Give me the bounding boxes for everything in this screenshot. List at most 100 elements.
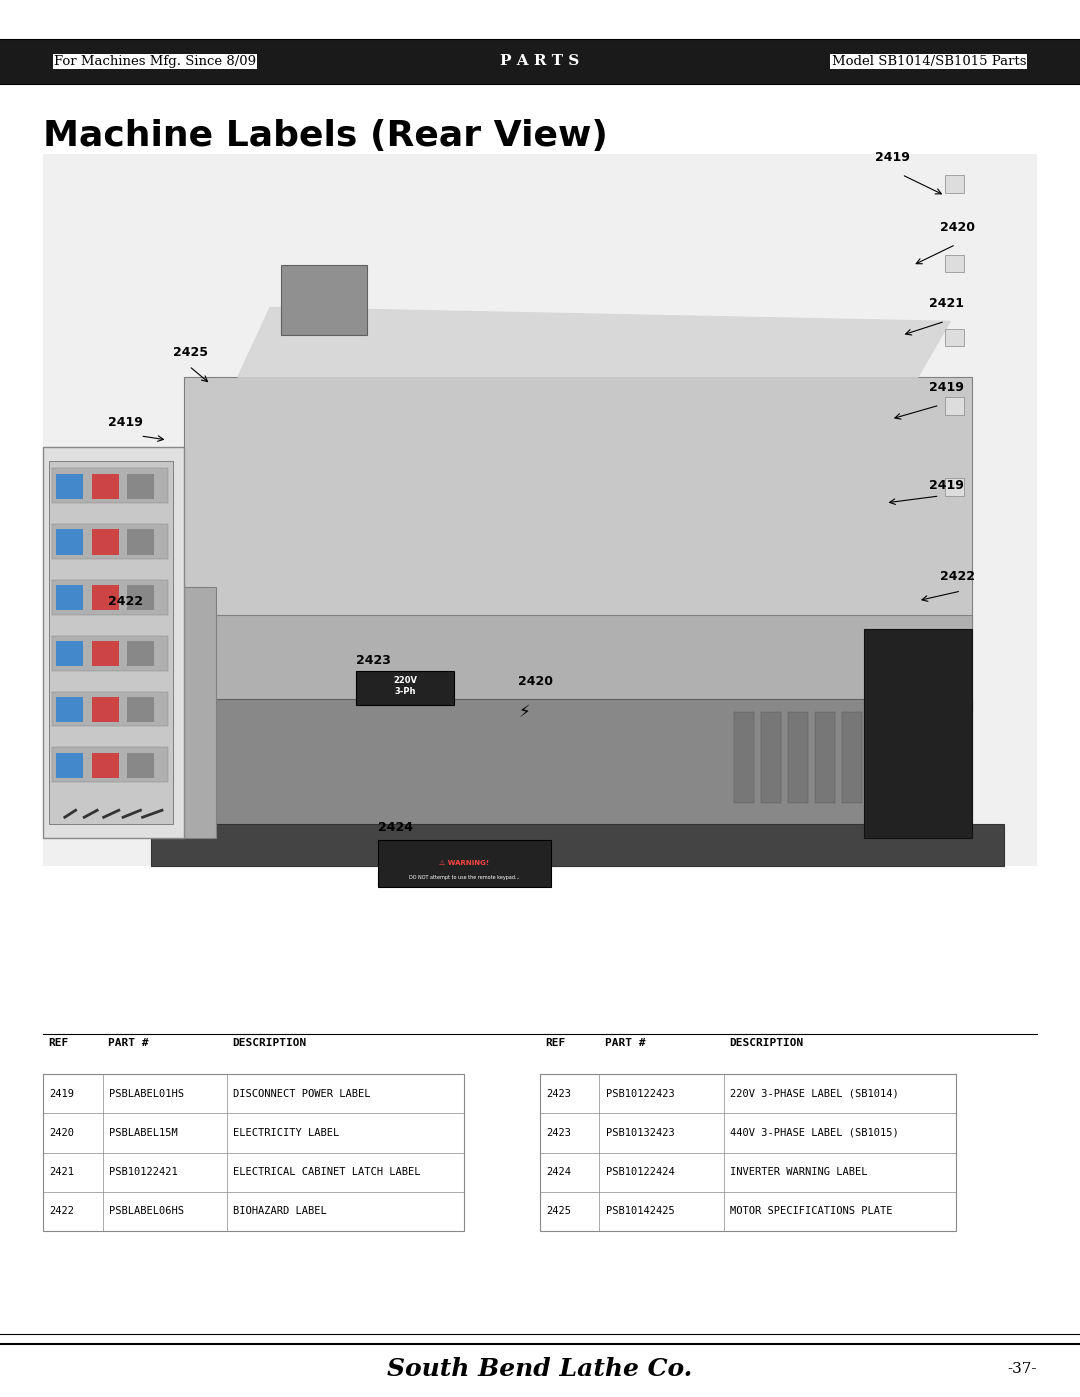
Text: Model SB1014/SB1015 Parts: Model SB1014/SB1015 Parts <box>832 54 1026 68</box>
Text: 2422: 2422 <box>940 570 974 583</box>
Text: PSB10122424: PSB10122424 <box>606 1166 675 1178</box>
Bar <box>127 529 154 555</box>
Text: PSB10122421: PSB10122421 <box>109 1166 178 1178</box>
Bar <box>356 671 454 705</box>
Text: 2419: 2419 <box>929 479 963 492</box>
Bar <box>56 474 83 499</box>
Bar <box>127 753 154 778</box>
Text: PSBLABEL06HS: PSBLABEL06HS <box>109 1206 184 1217</box>
Bar <box>0 39 1080 84</box>
Bar <box>869 712 889 803</box>
Text: 2420: 2420 <box>518 675 553 687</box>
Bar <box>281 265 367 335</box>
Bar <box>56 697 83 722</box>
Bar <box>945 397 964 415</box>
Bar <box>540 1074 956 1231</box>
Bar <box>56 585 83 610</box>
Text: DESCRIPTION: DESCRIPTION <box>729 1038 804 1048</box>
Bar <box>945 328 964 346</box>
Text: ⚠ WARNING!: ⚠ WARNING! <box>440 861 489 866</box>
Bar <box>92 753 119 778</box>
Text: 2424: 2424 <box>378 821 413 834</box>
Text: INVERTER WARNING LABEL: INVERTER WARNING LABEL <box>730 1166 867 1178</box>
Bar <box>184 615 972 712</box>
Bar <box>92 585 119 610</box>
Bar <box>52 636 168 671</box>
Text: MOTOR SPECIFICATIONS PLATE: MOTOR SPECIFICATIONS PLATE <box>730 1206 892 1217</box>
Bar <box>49 461 173 824</box>
Bar <box>56 753 83 778</box>
Text: 2421: 2421 <box>929 298 963 310</box>
Text: P A R T S: P A R T S <box>500 54 580 68</box>
Bar <box>864 629 972 838</box>
Text: PSBLABEL15M: PSBLABEL15M <box>109 1127 178 1139</box>
Bar <box>734 712 754 803</box>
Text: PART #: PART # <box>108 1038 149 1048</box>
Text: South Bend Lathe Co.: South Bend Lathe Co. <box>388 1356 692 1382</box>
Text: 2425: 2425 <box>173 346 207 359</box>
Bar <box>923 712 943 803</box>
Text: PART #: PART # <box>605 1038 646 1048</box>
Bar <box>56 529 83 555</box>
Text: ELECTRICAL CABINET LATCH LABEL: ELECTRICAL CABINET LATCH LABEL <box>233 1166 421 1178</box>
Text: Machine Labels (Rear View): Machine Labels (Rear View) <box>43 119 608 152</box>
Text: 2425: 2425 <box>546 1206 571 1217</box>
Bar <box>56 641 83 666</box>
Text: 2424: 2424 <box>546 1166 571 1178</box>
Bar <box>127 641 154 666</box>
Bar <box>52 580 168 615</box>
Text: PSB10122423: PSB10122423 <box>606 1088 675 1099</box>
Bar <box>945 254 964 272</box>
Bar <box>788 712 808 803</box>
Text: 220V 3-PHASE LABEL (SB1014): 220V 3-PHASE LABEL (SB1014) <box>730 1088 899 1099</box>
Bar <box>52 747 168 782</box>
Bar <box>52 524 168 559</box>
Bar <box>92 474 119 499</box>
Bar <box>842 712 862 803</box>
Text: 2422: 2422 <box>108 595 143 608</box>
Bar <box>43 447 184 838</box>
Text: PSB10132423: PSB10132423 <box>606 1127 675 1139</box>
Text: 2423: 2423 <box>546 1127 571 1139</box>
Text: 2423: 2423 <box>546 1088 571 1099</box>
Bar <box>378 840 551 887</box>
Bar <box>151 587 216 838</box>
Text: PSB10142425: PSB10142425 <box>606 1206 675 1217</box>
Text: DISCONNECT POWER LABEL: DISCONNECT POWER LABEL <box>233 1088 370 1099</box>
Bar <box>52 692 168 726</box>
Text: ⚡: ⚡ <box>518 703 530 721</box>
Bar <box>43 1074 464 1231</box>
Bar <box>815 712 835 803</box>
Bar <box>761 712 781 803</box>
Text: For Machines Mfg. Since 8/09: For Machines Mfg. Since 8/09 <box>54 54 256 68</box>
Text: 2419: 2419 <box>929 381 963 394</box>
Text: 2419: 2419 <box>108 416 143 429</box>
Text: 2423: 2423 <box>356 654 391 666</box>
Bar <box>127 697 154 722</box>
Text: 440V 3-PHASE LABEL (SB1015): 440V 3-PHASE LABEL (SB1015) <box>730 1127 899 1139</box>
Bar <box>92 529 119 555</box>
Bar <box>43 154 1037 866</box>
Bar <box>151 824 1004 866</box>
Text: ELECTRICITY LABEL: ELECTRICITY LABEL <box>233 1127 339 1139</box>
Bar <box>52 468 168 503</box>
Bar <box>945 478 964 496</box>
Text: PSBLABEL01HS: PSBLABEL01HS <box>109 1088 184 1099</box>
Bar <box>92 697 119 722</box>
Text: DESCRIPTION: DESCRIPTION <box>232 1038 307 1048</box>
Bar <box>127 474 154 499</box>
Text: BIOHAZARD LABEL: BIOHAZARD LABEL <box>233 1206 327 1217</box>
Polygon shape <box>238 307 950 377</box>
Text: 2422: 2422 <box>50 1206 75 1217</box>
Bar <box>127 585 154 610</box>
Bar <box>92 641 119 666</box>
Text: DO NOT attempt to use the remote keypad...: DO NOT attempt to use the remote keypad.… <box>409 875 519 880</box>
Text: -37-: -37- <box>1008 1362 1037 1376</box>
Bar <box>896 712 916 803</box>
Text: REF: REF <box>49 1038 69 1048</box>
Bar <box>184 377 972 629</box>
Text: 2419: 2419 <box>50 1088 75 1099</box>
Bar <box>945 175 964 193</box>
Bar <box>184 698 972 838</box>
Text: 220V
3-Ph: 220V 3-Ph <box>393 676 417 696</box>
